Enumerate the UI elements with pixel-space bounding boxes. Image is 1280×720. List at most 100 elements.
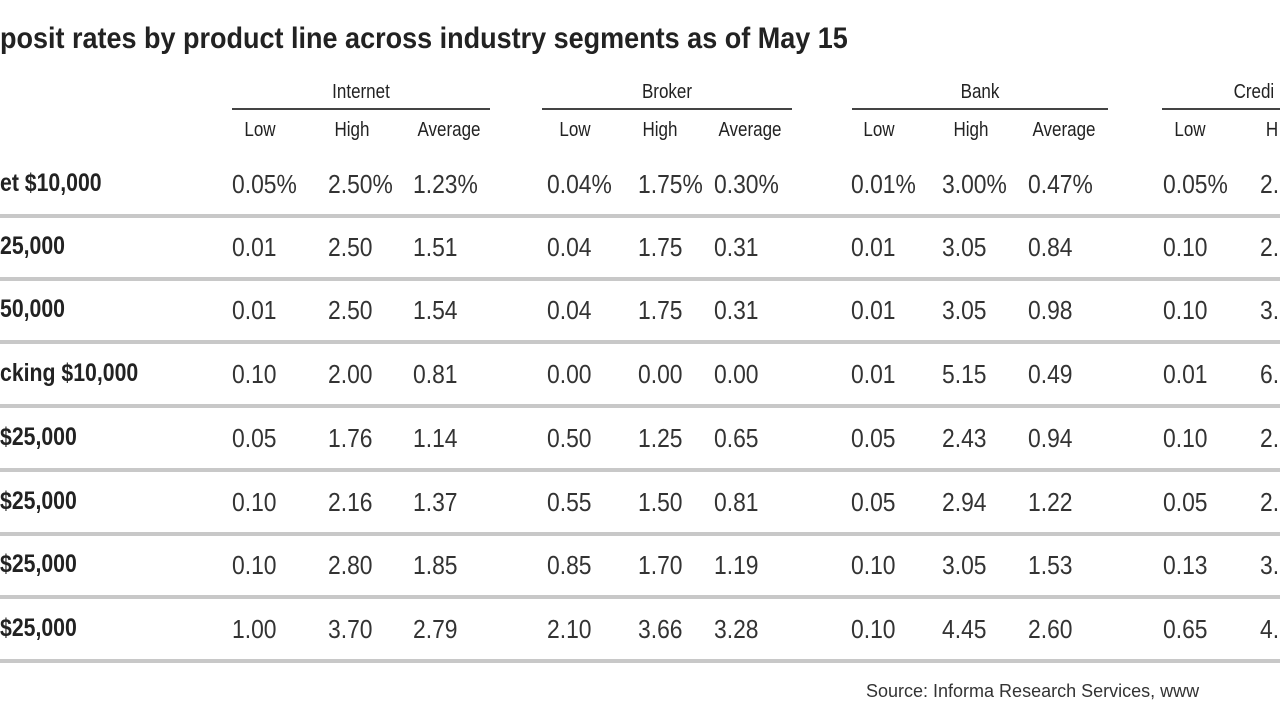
cell: 0.10 [232,359,277,389]
row-label: $25,000 [0,614,77,642]
cell: 0.10 [851,614,896,644]
cell: 0.05 [1163,487,1208,517]
cell: 3.66 [638,614,683,644]
cell: 0.10 [1163,423,1208,453]
cell: 0.81 [413,359,458,389]
cell: 0.10 [1163,232,1208,262]
cell: 0.01 [851,232,896,262]
cell: 5.15 [942,359,987,389]
cell: 1.54 [413,295,458,325]
cell: 1.75 [638,295,683,325]
cell: 2.50 [328,295,373,325]
row-separator [0,340,1280,344]
cell: 1.51 [413,232,458,262]
row-separator [0,214,1280,218]
cell: 2.50 [328,232,373,262]
row-separator [0,468,1280,472]
cell: 3. [1260,550,1280,580]
cell: 0.49 [1028,359,1073,389]
cell: 2.10 [547,614,592,644]
row-separator [0,595,1280,599]
cell: 2. [1260,232,1280,262]
cell: 3.05 [942,550,987,580]
cell: 0.84 [1028,232,1073,262]
cell: 1.50 [638,487,683,517]
cell: 0.30% [714,169,779,199]
group-rule [542,108,792,110]
cell: 0.81 [714,487,759,517]
column-header: High [642,119,678,141]
cell: 1.23% [413,169,478,199]
cell: 0.98 [1028,295,1073,325]
cell: 3.70 [328,614,373,644]
row-label: $25,000 [0,423,77,451]
group-header: Bank [960,81,1000,103]
cell: 0.04 [547,295,592,325]
cell: 0.50 [547,423,592,453]
cell: 1.25 [638,423,683,453]
cell: 2.79 [413,614,458,644]
cell: 0.85 [547,550,592,580]
title: posit rates by product line across indus… [0,22,848,55]
cell: 4.45 [942,614,987,644]
cell: 0.13 [1163,550,1208,580]
cell: 1.75% [638,169,703,199]
cell: 0.05% [1163,169,1228,199]
cell: 0.47% [1028,169,1093,199]
cell: 1.22 [1028,487,1073,517]
column-header: Low [244,119,276,141]
cell: 0.10 [1163,295,1208,325]
cell: 0.04% [547,169,612,199]
cell: 0.01 [1163,359,1208,389]
cell: 1.19 [714,550,759,580]
row-label: et $10,000 [0,169,102,197]
column-header: Low [1174,119,1206,141]
cell: 1.14 [413,423,458,453]
cell: 0.10 [232,487,277,517]
cell: 0.10 [851,550,896,580]
cell: 3.28 [714,614,759,644]
cell: 2. [1260,423,1280,453]
cell: 6. [1260,359,1280,389]
column-header: Low [559,119,591,141]
group-rule [852,108,1108,110]
row-label: 50,000 [0,295,65,323]
cell: 2.94 [942,487,987,517]
cell: 2.16 [328,487,373,517]
row-label: $25,000 [0,550,77,578]
column-header: Low [863,119,895,141]
group-rule [1162,108,1280,110]
cell: 1.00 [232,614,277,644]
cell: 2.80 [328,550,373,580]
row-label: cking $10,000 [0,359,139,387]
cell: 0.10 [232,550,277,580]
cell: 1.70 [638,550,683,580]
cell: 3.05 [942,295,987,325]
cell: 0.65 [1163,614,1208,644]
cell: 2.43 [942,423,987,453]
column-header: Average [718,119,782,141]
cell: 0.01 [232,295,277,325]
cell: 0.55 [547,487,592,517]
group-header: Broker [641,81,693,103]
cell: 3.00% [942,169,1007,199]
cell: 1.37 [413,487,458,517]
row-separator [0,659,1280,663]
cell: 2.00 [328,359,373,389]
cell: 0.01 [851,359,896,389]
cell: 0.01 [232,232,277,262]
cell: 2. [1260,487,1280,517]
group-header: Credi [1233,81,1275,103]
row-separator [0,404,1280,408]
cell: 4. [1260,614,1280,644]
cell: 0.00 [547,359,592,389]
column-header: H [1265,119,1279,141]
cell: 2.60 [1028,614,1073,644]
group-header: Internet [332,81,390,103]
cell: 1.53 [1028,550,1073,580]
row-label: 25,000 [0,232,65,260]
cell: 0.00 [714,359,759,389]
column-header: High [953,119,989,141]
cell: 1.75 [638,232,683,262]
cell: 0.31 [714,295,759,325]
